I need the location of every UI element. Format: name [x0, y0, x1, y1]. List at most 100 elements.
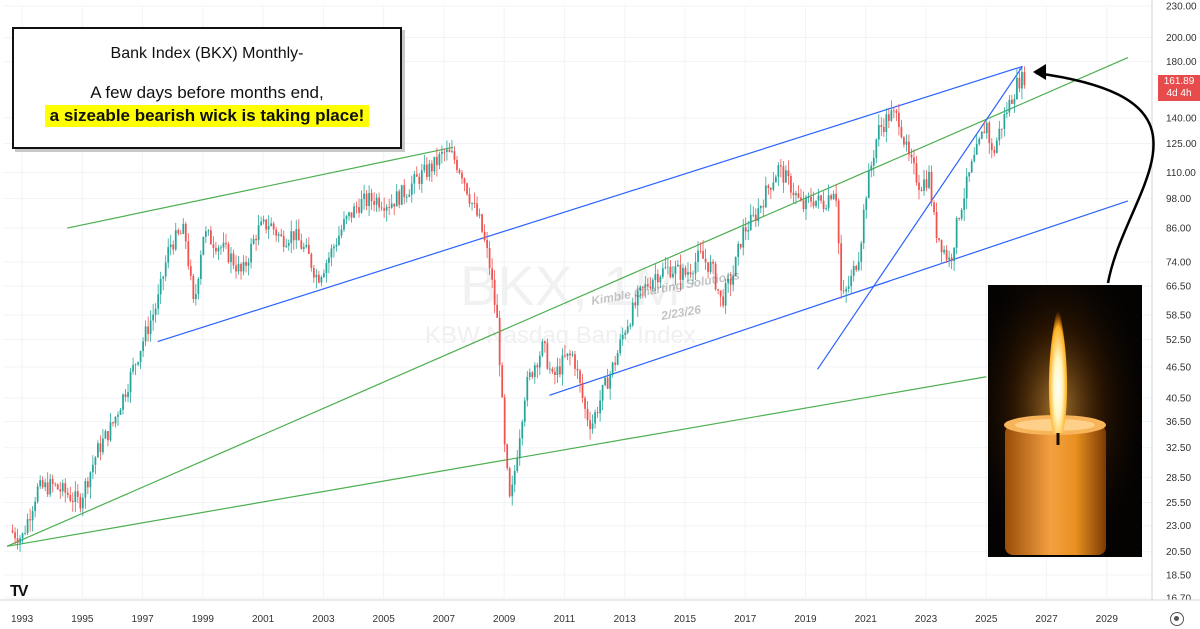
candle-body [867, 170, 870, 199]
candle-body [1023, 72, 1026, 86]
candle-body [722, 296, 725, 306]
y-tick-label: 86.00 [1166, 224, 1191, 235]
candle-body [56, 484, 59, 490]
candle-body [365, 193, 368, 207]
candle-body [847, 286, 850, 289]
candle-body [817, 195, 820, 201]
candle-body [732, 275, 735, 285]
y-tick-label: 36.50 [1166, 417, 1191, 428]
candle-body [842, 290, 845, 292]
candle-body [973, 154, 976, 162]
candle-body [11, 530, 14, 533]
candle-body [340, 229, 343, 236]
candle-body [267, 225, 270, 230]
candle-body [501, 365, 504, 398]
candle-body [486, 239, 488, 249]
trendlines [6, 57, 1129, 547]
candle-body [463, 178, 466, 184]
candle-body [541, 341, 544, 356]
candle-body [380, 207, 383, 209]
candle-body [360, 199, 363, 213]
candle-body [586, 408, 589, 421]
candle-body [373, 201, 375, 205]
candle-body [471, 203, 473, 204]
candle-body [350, 212, 353, 218]
candle-body [523, 400, 526, 422]
candle-body [820, 195, 822, 201]
candle-body [998, 128, 1001, 141]
candle-body [802, 200, 805, 210]
candle-body [581, 382, 584, 398]
candle-body [860, 243, 863, 262]
candle-body [134, 364, 137, 365]
candle-body [875, 139, 878, 158]
candle-body [348, 212, 350, 217]
candle-body [187, 241, 190, 267]
candle-body [496, 304, 499, 318]
candle-body [476, 203, 478, 216]
candle-body [1013, 98, 1016, 104]
candle-body [513, 471, 516, 485]
time-axis-bg [0, 600, 1200, 629]
candle-body [664, 267, 667, 269]
candle-body [709, 261, 712, 272]
candle-body [39, 480, 42, 487]
candle-body [225, 242, 227, 245]
candle-body [689, 272, 692, 275]
time-axis[interactable]: 1993 1995 1997 1999 2001 2003 2005 2007 2009 2011… [0, 599, 1200, 629]
x-tick-label: 2013 [614, 614, 637, 625]
candle-body [189, 266, 192, 276]
candle-body [812, 201, 815, 207]
candle-body [526, 377, 529, 401]
x-tick-label: 2015 [674, 614, 697, 625]
candle-body [297, 229, 300, 241]
y-tick-label: 20.50 [1166, 547, 1191, 558]
candle-body [714, 263, 717, 290]
candle-body [712, 261, 714, 264]
candle-body [985, 122, 988, 134]
candle-body [754, 214, 757, 221]
green-trendline [6, 57, 1129, 547]
candle-body [270, 223, 273, 226]
candle-body [179, 233, 182, 235]
candle-body [287, 242, 290, 246]
candle-body [127, 392, 129, 398]
last-price-label: 161.89 4d 4h [1158, 75, 1200, 101]
last-price-value: 161.89 [1163, 76, 1195, 87]
y-tick-label: 180.00 [1166, 57, 1197, 68]
candle-body [895, 110, 898, 113]
candle-body [159, 278, 162, 295]
candle-body [112, 422, 114, 424]
candle-body [114, 416, 117, 424]
candle-body [717, 289, 719, 291]
annotation-line1: A few days before months end, [90, 83, 324, 102]
annotation-title: Bank Index (BKX) Monthly- [110, 45, 304, 62]
candle-body [358, 207, 360, 213]
candle-body [913, 157, 915, 164]
candle-body [566, 353, 569, 357]
candle-body [184, 223, 187, 242]
candle-body [596, 412, 599, 414]
candle-body [857, 261, 860, 270]
candle-body [511, 484, 514, 497]
tradingview-logo[interactable]: TV [10, 583, 29, 600]
candle-body [307, 244, 310, 254]
candle-body [845, 288, 848, 292]
candle-body [905, 141, 908, 145]
candle-body [943, 249, 945, 253]
settings-icon[interactable] [1170, 612, 1184, 626]
candle-body [400, 185, 403, 205]
candle-body [97, 443, 99, 458]
candle-body [940, 239, 943, 253]
candle-body [333, 246, 335, 249]
candle-body [571, 354, 574, 356]
candle-body [827, 195, 830, 209]
y-tick-label: 98.00 [1166, 194, 1191, 205]
candle-body [694, 261, 697, 274]
candle-body [76, 491, 79, 497]
candle-body [631, 302, 634, 326]
candle-body [661, 268, 664, 277]
candle-body [282, 235, 285, 247]
candle-body [780, 165, 782, 167]
